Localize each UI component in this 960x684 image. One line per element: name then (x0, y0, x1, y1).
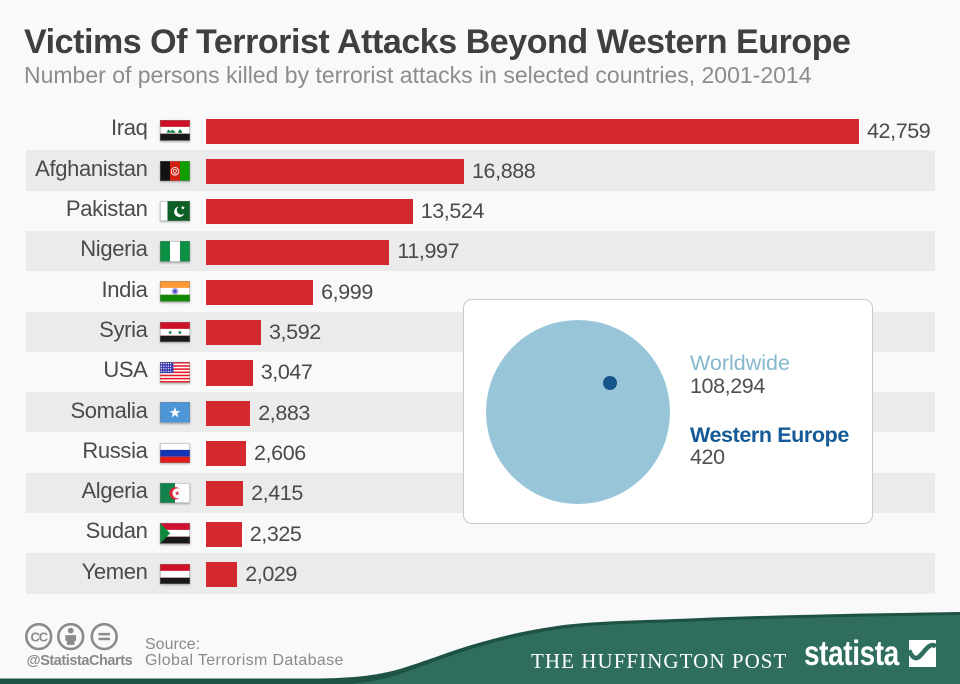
svg-text:CC: CC (31, 629, 49, 644)
